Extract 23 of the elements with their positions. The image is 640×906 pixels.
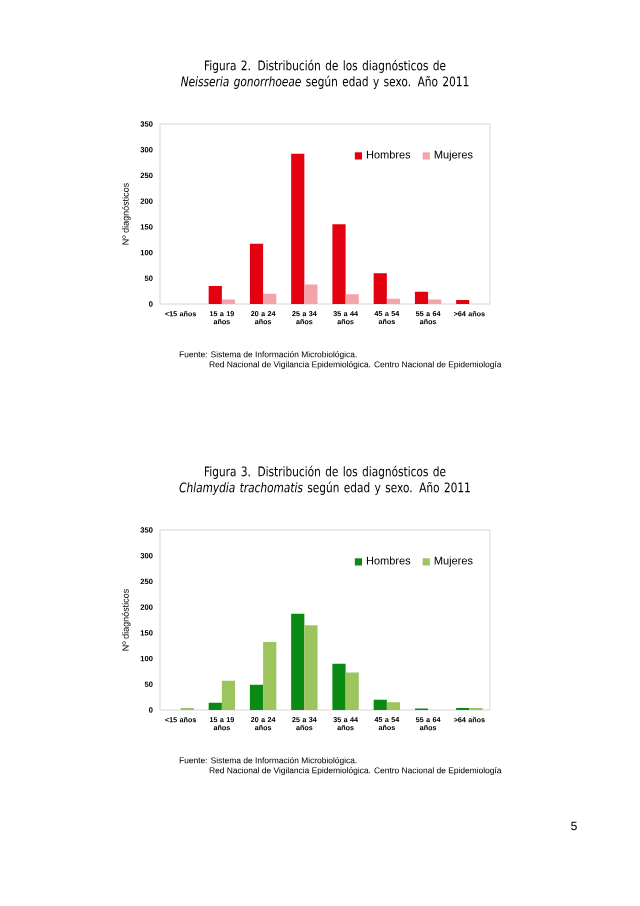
bar [456, 299, 470, 305]
bar [249, 243, 264, 305]
bar [386, 298, 401, 305]
bar [386, 702, 401, 710]
bar [249, 684, 264, 710]
bar [208, 702, 222, 710]
bar [345, 672, 359, 710]
bar [291, 613, 305, 710]
bar [332, 224, 346, 305]
bar [428, 299, 442, 305]
bar [304, 625, 318, 710]
bar [263, 293, 277, 305]
bar [414, 291, 429, 305]
bar [221, 680, 236, 710]
bar [208, 286, 222, 305]
bar [221, 299, 236, 305]
bar [304, 284, 318, 305]
bar [345, 294, 359, 305]
bar [373, 699, 387, 710]
bar [291, 153, 305, 305]
bar [332, 663, 346, 710]
bar [373, 273, 387, 305]
bar [263, 642, 277, 710]
